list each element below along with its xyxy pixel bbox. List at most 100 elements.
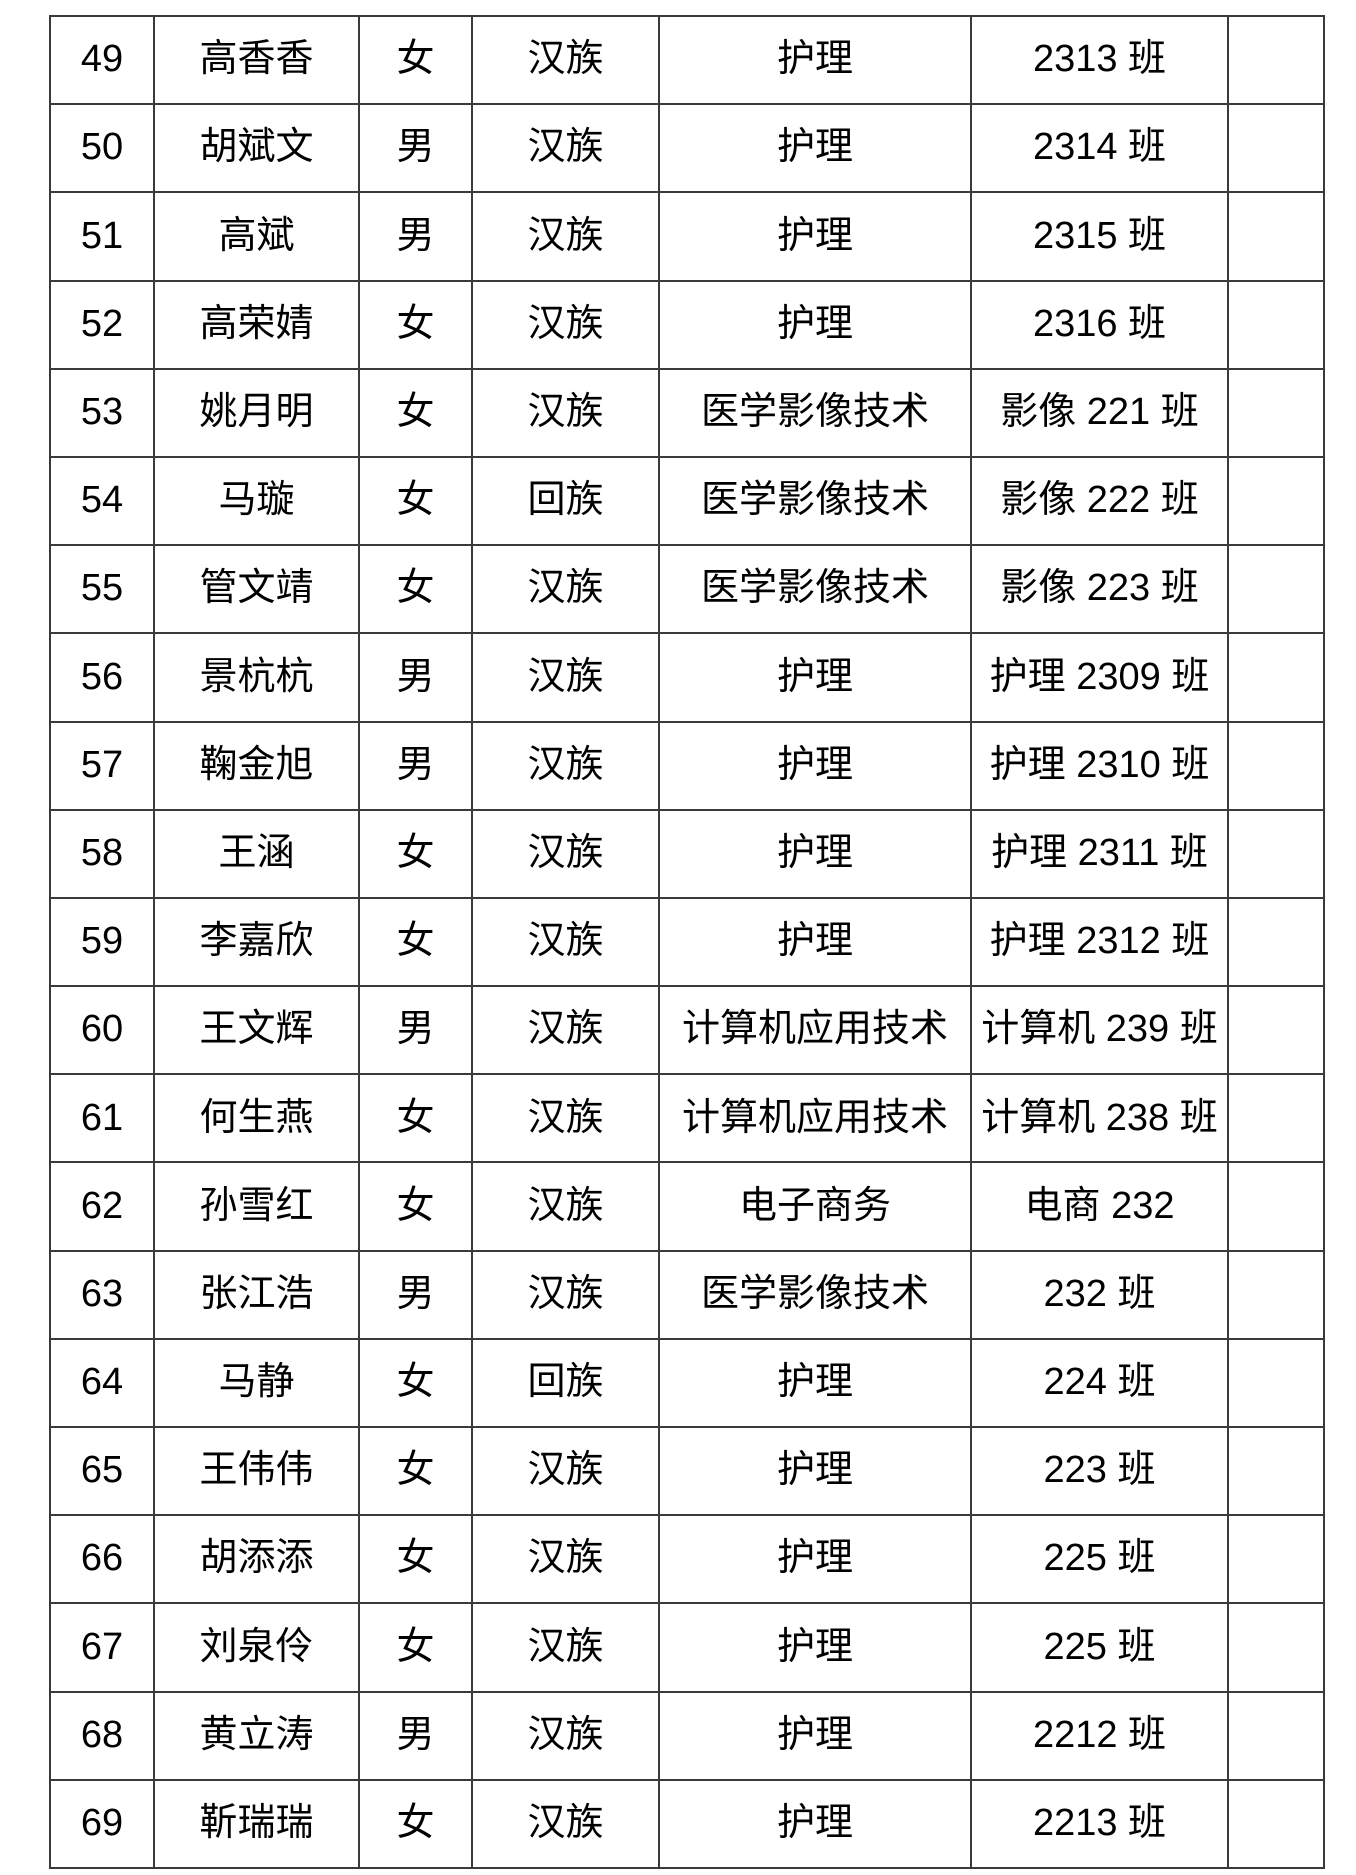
gender-cell: 女 [358,14,473,106]
class-name-cell: 225 班 [970,1514,1229,1605]
name-cell: 何生燕 [153,1073,360,1164]
note-cell [1227,279,1325,370]
serial-number-cell: 67 [49,1602,155,1693]
ethnicity-cell: 汉族 [471,191,660,282]
ethnicity-cell: 回族 [471,455,660,547]
ethnicity-cell: 汉族 [471,1602,660,1693]
serial-number-cell: 54 [49,455,155,547]
table-row: 54 马璇 女 回族 医学影像技术 影像 222 班 [49,455,1325,547]
gender-cell: 女 [358,367,473,458]
name-cell: 马静 [153,1337,360,1429]
gender-cell: 女 [358,1161,473,1252]
table-row: 69 靳瑞瑞 女 汉族 护理 2213 班 [49,1778,1325,1870]
major-cell: 护理 [658,1778,972,1870]
major-cell: 护理 [658,720,972,811]
student-table-body: 49 高香香 女 汉族 护理 2313 班 50 胡斌文 男 汉族 护理 231… [49,14,1325,1870]
ethnicity-cell: 汉族 [471,1073,660,1164]
note-cell [1227,1778,1325,1870]
table-row: 68 黄立涛 男 汉族 护理 2212 班 [49,1690,1325,1781]
major-cell: 护理 [658,808,972,899]
class-name-cell: 电商 232 [970,1161,1229,1252]
class-name-cell: 225 班 [970,1602,1229,1693]
gender-cell: 男 [358,1249,473,1340]
major-cell: 医学影像技术 [658,544,972,635]
ethnicity-cell: 汉族 [471,14,660,106]
serial-number-cell: 63 [49,1249,155,1340]
serial-number-cell: 69 [49,1778,155,1870]
serial-number-cell: 53 [49,367,155,458]
ethnicity-cell: 汉族 [471,103,660,194]
table-row: 55 管文靖 女 汉族 医学影像技术 影像 223 班 [49,544,1325,635]
note-cell [1227,808,1325,899]
name-cell: 黄立涛 [153,1690,360,1781]
note-cell [1227,191,1325,282]
major-cell: 计算机应用技术 [658,985,972,1076]
major-cell: 计算机应用技术 [658,1073,972,1164]
gender-cell: 女 [358,1602,473,1693]
name-cell: 王伟伟 [153,1425,360,1517]
table-row: 60 王文辉 男 汉族 计算机应用技术 计算机 239 班 [49,985,1325,1076]
note-cell [1227,1514,1325,1605]
note-cell [1227,632,1325,723]
note-cell [1227,985,1325,1076]
class-name-cell: 2316 班 [970,279,1229,370]
gender-cell: 男 [358,985,473,1076]
major-cell: 护理 [658,1514,972,1605]
gender-cell: 男 [358,1690,473,1781]
table-row: 65 王伟伟 女 汉族 护理 223 班 [49,1425,1325,1517]
major-cell: 医学影像技术 [658,1249,972,1340]
major-cell: 医学影像技术 [658,367,972,458]
table-row: 63 张江浩 男 汉族 医学影像技术 232 班 [49,1249,1325,1340]
gender-cell: 男 [358,632,473,723]
class-name-cell: 护理 2310 班 [970,720,1229,811]
note-cell [1227,896,1325,988]
class-name-cell: 2313 班 [970,14,1229,106]
note-cell [1227,367,1325,458]
ethnicity-cell: 汉族 [471,544,660,635]
gender-cell: 女 [358,455,473,547]
gender-cell: 男 [358,191,473,282]
serial-number-cell: 56 [49,632,155,723]
name-cell: 王文辉 [153,985,360,1076]
major-cell: 电子商务 [658,1161,972,1252]
major-cell: 医学影像技术 [658,455,972,547]
serial-number-cell: 49 [49,14,155,106]
major-cell: 护理 [658,632,972,723]
gender-cell: 女 [358,896,473,988]
name-cell: 靳瑞瑞 [153,1778,360,1870]
serial-number-cell: 68 [49,1690,155,1781]
table-row: 50 胡斌文 男 汉族 护理 2314 班 [49,103,1325,194]
table-row: 57 鞠金旭 男 汉族 护理 护理 2310 班 [49,720,1325,811]
note-cell [1227,1425,1325,1517]
major-cell: 护理 [658,1425,972,1517]
gender-cell: 男 [358,720,473,811]
name-cell: 胡添添 [153,1514,360,1605]
name-cell: 高荣婧 [153,279,360,370]
major-cell: 护理 [658,1602,972,1693]
note-cell [1227,1690,1325,1781]
table-row: 49 高香香 女 汉族 护理 2313 班 [49,14,1325,106]
table-row: 67 刘泉伶 女 汉族 护理 225 班 [49,1602,1325,1693]
note-cell [1227,14,1325,106]
ethnicity-cell: 汉族 [471,1425,660,1517]
name-cell: 鞠金旭 [153,720,360,811]
ethnicity-cell: 回族 [471,1337,660,1429]
name-cell: 张江浩 [153,1249,360,1340]
ethnicity-cell: 汉族 [471,720,660,811]
note-cell [1227,720,1325,811]
name-cell: 刘泉伶 [153,1602,360,1693]
table-row: 52 高荣婧 女 汉族 护理 2316 班 [49,279,1325,370]
ethnicity-cell: 汉族 [471,1161,660,1252]
serial-number-cell: 64 [49,1337,155,1429]
ethnicity-cell: 汉族 [471,632,660,723]
serial-number-cell: 59 [49,896,155,988]
note-cell [1227,1073,1325,1164]
ethnicity-cell: 汉族 [471,808,660,899]
major-cell: 护理 [658,1690,972,1781]
serial-number-cell: 51 [49,191,155,282]
table-row: 53 姚月明 女 汉族 医学影像技术 影像 221 班 [49,367,1325,458]
name-cell: 姚月明 [153,367,360,458]
name-cell: 高香香 [153,14,360,106]
ethnicity-cell: 汉族 [471,1514,660,1605]
gender-cell: 女 [358,1778,473,1870]
